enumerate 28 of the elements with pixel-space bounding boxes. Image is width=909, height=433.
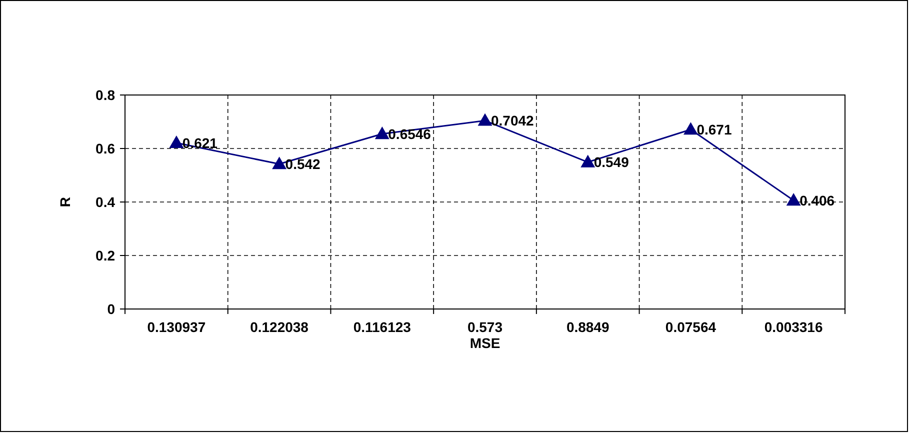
point (684, 122, 698, 135)
y-axis-title: R (57, 196, 73, 208)
data-label: 0.542 (285, 156, 321, 172)
data-label: 0.6546 (388, 126, 432, 142)
x-tick-label: 0.07564 (665, 319, 716, 335)
x-tick-label: 0.8849 (566, 319, 610, 335)
x-axis-title: MSE (470, 335, 500, 351)
y-tick-label: 0.4 (96, 194, 116, 210)
data-label: 0.549 (594, 154, 630, 170)
y-tick-label: 0.6 (96, 140, 116, 156)
x-tick-label: 0.130937 (147, 319, 206, 335)
data-label: 0.671 (696, 122, 732, 138)
y-tick-label: 0.2 (96, 248, 116, 264)
x-tick-label: 0.573 (467, 319, 503, 335)
x-tick-label: 0.003316 (764, 319, 823, 335)
x-tick-label: 0.122038 (250, 319, 309, 335)
point (375, 127, 389, 140)
data-label: 0.406 (800, 192, 835, 208)
point (272, 157, 286, 170)
point (170, 136, 184, 148)
x-tick-label: 0.116123 (353, 319, 412, 335)
point (581, 155, 595, 168)
data-label: 0.7042 (491, 112, 534, 129)
point (478, 114, 492, 126)
y-tick-label: 0.8 (96, 87, 116, 103)
y-tick-label: 0 (107, 301, 116, 317)
data-label: 0.621 (182, 134, 218, 151)
point (786, 194, 800, 206)
